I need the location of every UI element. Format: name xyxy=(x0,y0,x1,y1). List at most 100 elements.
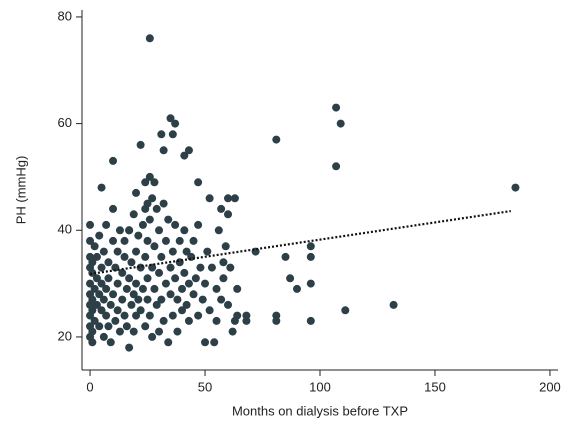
data-point xyxy=(145,172,154,181)
data-point xyxy=(88,327,97,336)
data-point xyxy=(95,231,104,240)
data-point xyxy=(127,300,136,309)
data-point xyxy=(168,311,177,320)
data-point xyxy=(201,338,210,347)
x-tick-label: 200 xyxy=(539,379,561,394)
y-tick-label: 80 xyxy=(58,8,72,23)
data-point xyxy=(125,343,134,352)
data-point xyxy=(106,300,115,309)
data-point xyxy=(224,210,233,219)
data-point xyxy=(198,295,207,304)
data-point xyxy=(306,279,315,288)
data-point xyxy=(184,146,193,155)
data-point xyxy=(226,263,235,272)
data-point xyxy=(196,263,205,272)
data-point xyxy=(171,119,180,128)
data-point xyxy=(132,247,141,256)
data-point xyxy=(224,194,233,203)
data-point xyxy=(219,274,228,283)
data-point xyxy=(150,284,159,293)
data-point xyxy=(97,279,106,288)
data-point xyxy=(293,284,302,293)
y-tick-label: 40 xyxy=(58,222,72,237)
data-point xyxy=(221,242,230,251)
data-point xyxy=(389,300,398,309)
data-point xyxy=(88,338,97,347)
data-point xyxy=(150,178,159,187)
data-point xyxy=(171,220,180,229)
data-point xyxy=(152,300,161,309)
data-point xyxy=(122,284,131,293)
data-point xyxy=(122,322,131,331)
data-point xyxy=(180,151,189,160)
data-point xyxy=(148,194,157,203)
data-point xyxy=(228,327,237,336)
data-point xyxy=(129,327,138,336)
data-point xyxy=(205,194,214,203)
data-point xyxy=(132,188,141,197)
data-point xyxy=(129,210,138,219)
data-point xyxy=(120,311,129,320)
data-point xyxy=(145,34,154,43)
data-point xyxy=(210,338,219,347)
data-point xyxy=(150,242,159,251)
data-point xyxy=(132,279,141,288)
y-tick-label: 20 xyxy=(58,328,72,343)
data-point xyxy=(141,204,150,213)
data-point xyxy=(178,306,187,315)
data-point xyxy=(97,306,106,315)
data-point xyxy=(111,316,120,325)
data-point xyxy=(113,306,122,315)
data-point xyxy=(102,311,111,320)
data-point xyxy=(115,327,124,336)
data-point xyxy=(205,306,214,315)
data-point xyxy=(127,258,136,267)
data-point xyxy=(143,274,152,283)
data-point xyxy=(99,332,108,341)
data-point xyxy=(132,311,141,320)
data-point xyxy=(92,274,101,283)
data-point xyxy=(111,263,120,272)
data-point xyxy=(90,316,99,325)
data-point xyxy=(113,279,122,288)
data-point xyxy=(104,258,113,267)
data-point xyxy=(125,226,134,235)
data-point xyxy=(92,252,101,261)
data-point xyxy=(120,236,129,245)
x-axis-label: Months on dialysis before TXP xyxy=(232,403,408,418)
data-point xyxy=(118,268,127,277)
data-point xyxy=(141,252,150,261)
data-point xyxy=(134,231,143,240)
data-point xyxy=(161,236,170,245)
data-point xyxy=(120,252,129,261)
data-point xyxy=(306,316,315,325)
data-point xyxy=(230,194,239,203)
data-point xyxy=(207,263,216,272)
data-point xyxy=(178,284,187,293)
data-point xyxy=(86,236,95,245)
data-point xyxy=(168,247,177,256)
data-point xyxy=(155,226,164,235)
data-point xyxy=(233,284,242,293)
data-point xyxy=(161,279,170,288)
data-point xyxy=(95,290,104,299)
data-point xyxy=(109,156,118,165)
data-point xyxy=(189,236,198,245)
data-point xyxy=(166,263,175,272)
data-point xyxy=(134,295,143,304)
data-point xyxy=(95,322,104,331)
data-point xyxy=(157,295,166,304)
data-point xyxy=(136,306,145,315)
data-point xyxy=(102,284,111,293)
data-point xyxy=(168,130,177,139)
data-point xyxy=(217,204,226,213)
data-point xyxy=(88,306,97,315)
data-point xyxy=(104,274,113,283)
data-point xyxy=(97,183,106,192)
data-point xyxy=(152,204,161,213)
data-point xyxy=(164,338,173,347)
data-point xyxy=(182,300,191,309)
x-tick-label: 100 xyxy=(309,379,331,394)
data-point xyxy=(212,284,221,293)
data-point xyxy=(341,306,350,315)
